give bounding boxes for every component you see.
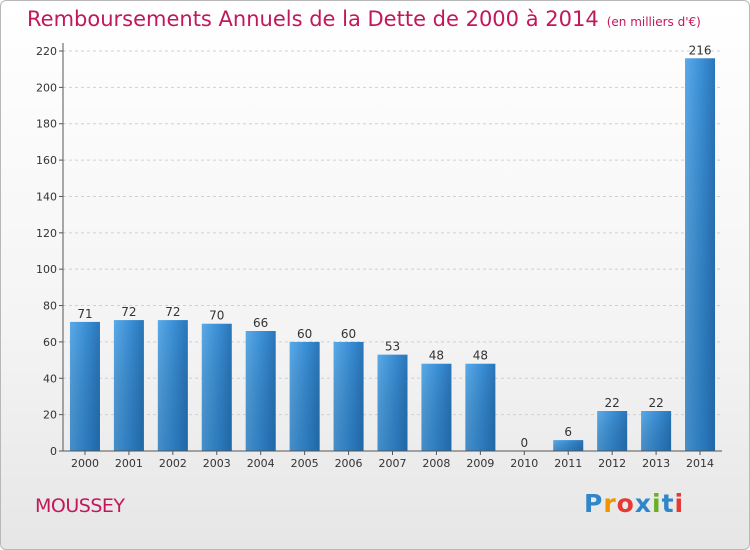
bar-shade-2007	[377, 354, 408, 451]
y-axis: 0 20 40 60 80 100 120 140 160 180 200 220	[36, 43, 64, 458]
commune-name: MOUSSEY	[35, 495, 125, 517]
y-tick-label-120: 120	[36, 227, 57, 240]
bar-shade-2002	[157, 320, 188, 451]
bar-shade-2006	[333, 341, 364, 451]
bar-shade-2013	[641, 411, 672, 451]
value-label-2003: 70	[209, 309, 224, 323]
proxiti-logo: Proxiti	[584, 489, 684, 518]
y-tick-label-80: 80	[43, 300, 57, 313]
x-tick-label-2003: 2003	[203, 457, 231, 470]
title-main: Remboursements Annuels de la Dette de 20…	[27, 7, 599, 31]
logo-letter: i	[674, 489, 685, 518]
y-tick-label-60: 60	[43, 336, 57, 349]
y-tick-label-100: 100	[36, 263, 57, 276]
bars: 71 72 72 70 66 60 60 53 48 48 0 6 22 22 216	[69, 43, 716, 451]
value-label-2002: 72	[165, 305, 180, 319]
x-tick-label-2012: 2012	[598, 457, 626, 470]
value-label-2001: 72	[121, 305, 136, 319]
y-tick-label-180: 180	[36, 118, 57, 131]
y-tick-label-140: 140	[36, 190, 57, 203]
chart-subtitle: (en milliers d'€)	[606, 15, 701, 29]
x-tick-label-2008: 2008	[422, 457, 450, 470]
value-label-2006: 60	[341, 327, 356, 341]
value-label-2007: 53	[385, 340, 400, 354]
bar-shade-2014	[685, 58, 716, 451]
y-tick-label-200: 200	[36, 81, 57, 94]
bar-shade-2012	[597, 411, 628, 451]
bar-shade-2004	[245, 331, 276, 451]
x-tick-label-2002: 2002	[159, 457, 187, 470]
value-label-2005: 60	[297, 327, 312, 341]
x-tick-label-2013: 2013	[642, 457, 670, 470]
x-tick-label-2014: 2014	[686, 457, 714, 470]
value-label-2012: 22	[605, 396, 620, 410]
y-tick-label-20: 20	[43, 409, 57, 422]
x-tick-label-2007: 2007	[379, 457, 407, 470]
value-label-2008: 48	[429, 349, 444, 363]
y-tick-label-220: 220	[36, 45, 57, 58]
bar-shade-2005	[289, 341, 320, 451]
value-label-2011: 6	[564, 425, 572, 439]
x-tick-label-2010: 2010	[510, 457, 538, 470]
y-tick-label-0: 0	[50, 445, 57, 458]
x-tick-label-2009: 2009	[466, 457, 494, 470]
bar-shade-2003	[201, 323, 232, 451]
value-label-2009: 48	[473, 349, 488, 363]
x-tick-label-2006: 2006	[335, 457, 363, 470]
logo-letter: o	[616, 489, 635, 518]
value-label-2000: 71	[77, 307, 92, 321]
logo-letter: i	[652, 489, 662, 518]
logo-letter: r	[603, 489, 617, 518]
value-label-2004: 66	[253, 316, 268, 330]
logo-letter: x	[634, 489, 652, 518]
bar-shade-2011	[553, 440, 584, 451]
x-tick-label-2000: 2000	[71, 457, 99, 470]
value-label-2010: 0	[520, 436, 528, 450]
x-axis: 2000 2001 2002 2003 2004 2005 2006 2007 2008 2009…	[63, 450, 722, 470]
bar-shade-2008	[421, 363, 452, 451]
logo-letter: P	[584, 489, 604, 518]
value-label-2013: 22	[648, 396, 663, 410]
bar-shade-2001	[113, 320, 144, 451]
y-tick-label-40: 40	[43, 372, 57, 385]
y-tick-label-160: 160	[36, 154, 57, 167]
x-tick-label-2001: 2001	[115, 457, 143, 470]
x-tick-label-2004: 2004	[247, 457, 275, 470]
x-tick-label-2011: 2011	[554, 457, 582, 470]
bar-shade-2009	[465, 363, 496, 451]
value-label-2014: 216	[689, 43, 712, 57]
bar-shade-2000	[69, 321, 100, 451]
logo-letter: t	[661, 489, 675, 518]
chart-title: Remboursements Annuels de la Dette de 20…	[27, 7, 701, 31]
x-tick-label-2005: 2005	[291, 457, 319, 470]
